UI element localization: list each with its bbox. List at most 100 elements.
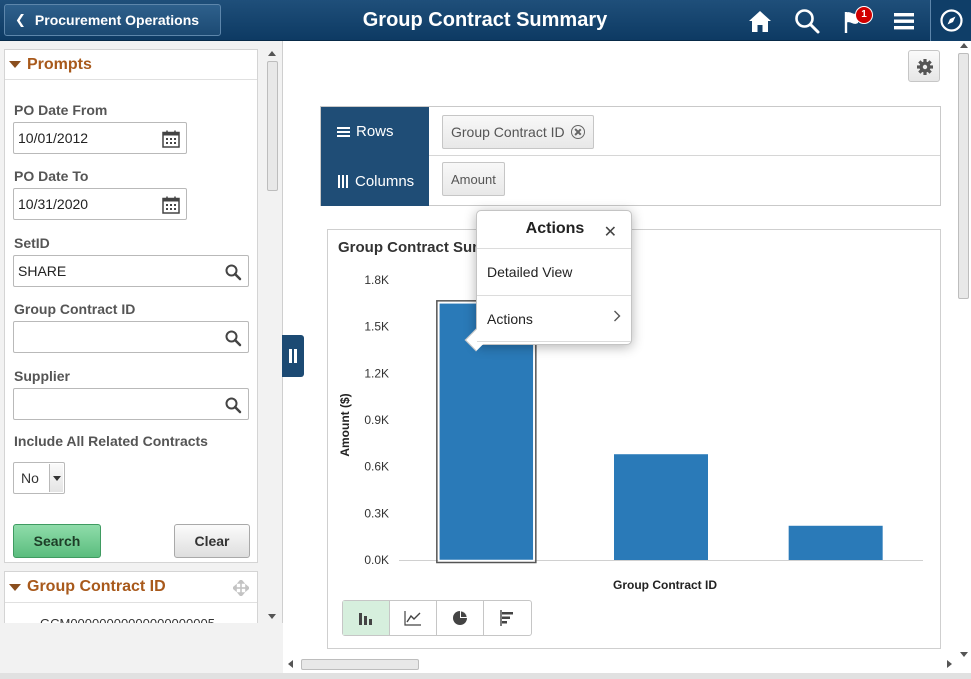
columns-icon <box>338 174 348 188</box>
y-tick-label: 1.2K <box>364 366 389 380</box>
y-tick-label: 0.6K <box>364 460 389 474</box>
divider <box>477 295 631 296</box>
left-panel: Prompts PO Date From 10/01/2012 PO Date … <box>0 41 283 631</box>
column-field-chip[interactable]: Amount <box>442 162 505 196</box>
po-date-from-value: 10/01/2012 <box>18 130 89 146</box>
supplier-field[interactable] <box>13 388 249 420</box>
horizontal-bar-chart-icon <box>499 610 513 626</box>
group-contract-id-field[interactable] <box>13 321 249 353</box>
facet-heading[interactable]: Group Contract ID <box>5 572 257 603</box>
gear-icon <box>917 59 933 75</box>
horizontal-scrollbar[interactable] <box>285 656 955 672</box>
y-tick-label: 0.9K <box>364 413 389 427</box>
lookup-search-icon[interactable] <box>224 329 242 347</box>
pie-chart-icon <box>453 611 467 625</box>
collapse-triangle-icon <box>9 583 21 591</box>
bar-chart-icon <box>359 613 372 625</box>
prompts-heading[interactable]: Prompts <box>5 50 257 80</box>
po-date-to-field[interactable]: 10/31/2020 <box>13 188 187 220</box>
include-related-select[interactable]: No <box>13 462 65 494</box>
main-vertical-scrollbar[interactable] <box>955 41 971 659</box>
include-related-value: No <box>21 470 39 486</box>
prompts-panel: Prompts PO Date From 10/01/2012 PO Date … <box>4 49 258 563</box>
left-panel-scrollbar[interactable] <box>263 49 281 621</box>
divider <box>429 155 940 156</box>
chevron-right-icon <box>614 310 621 322</box>
lookup-search-icon[interactable] <box>224 396 242 414</box>
popup-title: Actions <box>525 220 585 237</box>
line-chart-button[interactable] <box>390 601 437 635</box>
row-field-chip-label: Group Contract ID <box>451 124 565 140</box>
scroll-left-icon[interactable] <box>288 660 293 668</box>
back-button[interactable]: ❮ Procurement Operations <box>4 4 221 36</box>
y-tick-label: 0.0K <box>364 553 389 567</box>
compass-icon <box>940 9 963 32</box>
scroll-down-icon[interactable] <box>960 652 968 657</box>
pie-chart-button[interactable] <box>437 601 484 635</box>
po-date-from-field[interactable]: 10/01/2012 <box>13 122 187 154</box>
calendar-icon[interactable] <box>162 196 180 214</box>
lookup-search-icon[interactable] <box>224 263 242 281</box>
bar[interactable] <box>439 303 534 560</box>
setid-field[interactable]: SHARE <box>13 255 249 287</box>
notification-badge: 1 <box>855 6 873 24</box>
home-icon[interactable] <box>745 6 775 36</box>
po-date-to-label: PO Date To <box>14 168 89 184</box>
po-date-from-label: PO Date From <box>14 102 108 118</box>
columns-axis[interactable]: Columns <box>321 156 429 206</box>
scroll-thumb[interactable] <box>958 53 969 299</box>
navbar-button[interactable] <box>930 0 971 41</box>
page-title: Group Contract Summary <box>362 9 608 31</box>
y-tick-label: 0.3K <box>364 506 389 520</box>
y-tick-label: 1.5K <box>364 320 389 334</box>
group-contract-id-label: Group Contract ID <box>14 301 136 317</box>
remove-circle-icon[interactable] <box>570 125 585 139</box>
left-footer-strip <box>0 623 283 679</box>
facet-title: Group Contract ID <box>27 578 166 595</box>
menu-icon[interactable] <box>889 6 919 36</box>
banner: ❮ Procurement Operations Group Contract … <box>0 0 971 41</box>
chevron-left-icon: ❮ <box>15 12 26 27</box>
scroll-thumb[interactable] <box>301 659 419 670</box>
scroll-up-icon[interactable] <box>960 43 968 48</box>
scroll-up-icon[interactable] <box>268 51 276 56</box>
collapse-panel-button[interactable] <box>282 335 304 377</box>
close-icon[interactable]: ✕ <box>603 224 617 241</box>
scroll-thumb[interactable] <box>267 61 278 191</box>
bar[interactable] <box>788 525 883 560</box>
drag-handle-icon[interactable] <box>233 580 249 596</box>
dropdown-arrow-icon <box>49 464 63 492</box>
pivot-layout: Rows Columns Group Contract ID Amount <box>320 106 941 206</box>
collapse-triangle-icon <box>9 61 21 68</box>
chart-type-toolbar <box>342 600 532 636</box>
pause-bars-icon <box>289 349 297 363</box>
footer-border <box>0 673 971 679</box>
bar[interactable] <box>614 454 708 560</box>
actions-submenu-item[interactable]: Actions <box>487 311 533 327</box>
bar-chart: 0.0K 0.3K 0.6K 0.9K 1.2K 1.5K 1.8K Group Contra… <box>338 273 923 592</box>
scroll-down-icon[interactable] <box>268 614 276 619</box>
clear-button[interactable]: Clear <box>174 524 250 558</box>
calendar-icon[interactable] <box>162 130 180 148</box>
group-contract-id-facet: Group Contract ID GCM0000000000000000000… <box>4 571 258 631</box>
setid-value: SHARE <box>18 263 67 279</box>
horizontal-bar-chart-button[interactable] <box>484 601 531 635</box>
supplier-label: Supplier <box>14 368 71 384</box>
rows-label: Rows <box>356 123 394 140</box>
rows-axis[interactable]: Rows <box>321 107 429 156</box>
settings-button[interactable] <box>908 50 940 82</box>
y-tick-label: 1.8K <box>364 273 389 287</box>
search-icon[interactable] <box>792 6 822 36</box>
prompts-title: Prompts <box>27 55 92 73</box>
row-field-chip[interactable]: Group Contract ID <box>442 115 594 149</box>
y-axis-title: Amount ($) <box>338 393 352 456</box>
bar-chart-button[interactable] <box>343 601 390 635</box>
columns-label: Columns <box>355 172 415 190</box>
scroll-right-icon[interactable] <box>947 660 952 668</box>
search-button[interactable]: Search <box>13 524 101 558</box>
chart-panel: 0.0K 0.3K 0.6K 0.9K 1.2K 1.5K 1.8K Group Contra… <box>327 229 941 649</box>
setid-label: SetID <box>14 235 50 251</box>
detailed-view-menu-item[interactable]: Detailed View <box>487 264 573 280</box>
chart-title: Group Contract Summary <box>338 239 522 256</box>
po-date-to-value: 10/31/2020 <box>18 196 89 212</box>
